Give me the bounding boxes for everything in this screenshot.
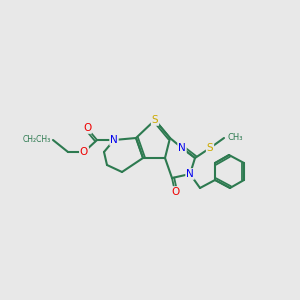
Text: CH₂CH₃: CH₂CH₃ bbox=[23, 136, 51, 145]
Text: O: O bbox=[80, 147, 88, 157]
Text: S: S bbox=[152, 115, 158, 125]
Text: CH₃: CH₃ bbox=[227, 133, 242, 142]
Text: N: N bbox=[178, 143, 186, 153]
Text: O: O bbox=[171, 187, 179, 197]
Text: N: N bbox=[186, 169, 194, 179]
Text: S: S bbox=[207, 143, 213, 153]
Text: N: N bbox=[110, 135, 118, 145]
Text: O: O bbox=[83, 123, 91, 133]
